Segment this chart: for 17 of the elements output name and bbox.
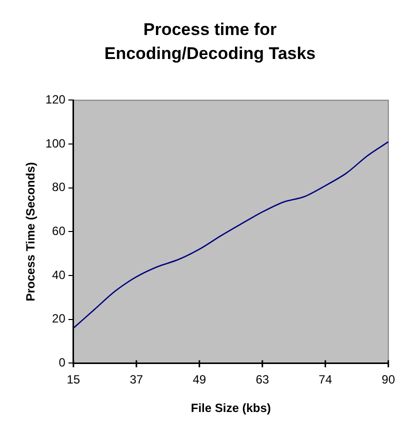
line-series <box>72 141 389 329</box>
y-tick-label: 20 <box>52 312 66 326</box>
y-tick-label: 80 <box>52 180 66 194</box>
x-tick-label: 37 <box>130 372 144 387</box>
x-tick-label: 49 <box>192 372 206 387</box>
y-tick-label: 40 <box>52 268 66 282</box>
y-tick-label: 100 <box>45 136 66 150</box>
y-axis-title: Process Time (Seconds) <box>24 162 38 302</box>
y-tick-label: 0 <box>58 356 66 370</box>
x-tick-label: 63 <box>256 372 270 387</box>
chart-title: Process time for Encoding/Decoding Tasks <box>103 19 317 65</box>
y-tick-label: 120 <box>45 92 66 107</box>
y-tick-label: 60 <box>52 224 66 238</box>
x-tick-label: 74 <box>318 372 332 387</box>
x-tick-label: 90 <box>382 372 396 387</box>
x-axis-title: File Size (kbs) <box>190 401 271 416</box>
x-tick-label: 15 <box>66 372 80 387</box>
